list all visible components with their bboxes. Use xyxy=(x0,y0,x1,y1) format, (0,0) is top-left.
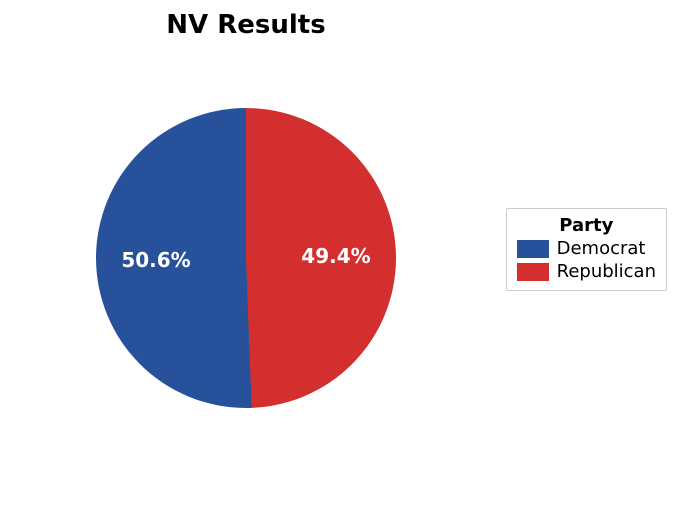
legend-title: Party xyxy=(517,215,656,236)
legend: Party Democrat Republican xyxy=(506,208,667,291)
pie-chart: 50.6% 49.4% xyxy=(96,108,396,408)
legend-swatch-democrat xyxy=(517,240,549,258)
legend-swatch-republican xyxy=(517,263,549,281)
legend-item-democrat: Democrat xyxy=(517,238,656,259)
slice-label-democrat: 50.6% xyxy=(121,248,190,272)
legend-label-republican: Republican xyxy=(557,261,656,282)
slice-label-republican: 49.4% xyxy=(301,244,370,268)
chart-title: NV Results xyxy=(96,10,396,40)
legend-item-republican: Republican xyxy=(517,261,656,282)
legend-label-democrat: Democrat xyxy=(557,238,646,259)
